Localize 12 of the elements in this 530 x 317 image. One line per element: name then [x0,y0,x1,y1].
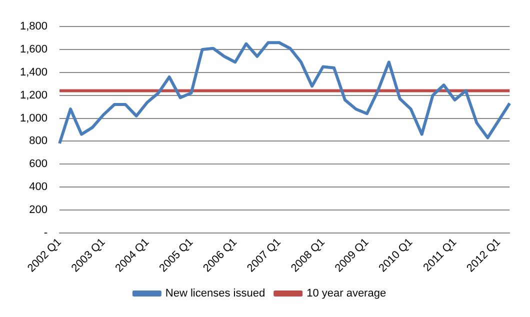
y-tick-label: 1,400 [20,66,48,78]
y-tick-label: 200 [29,204,48,216]
y-tick-label: 1,800 [20,20,48,33]
y-tick-label: 1,000 [20,112,48,124]
y-tick-label: 800 [29,135,48,148]
y-tick-label: - [44,226,48,239]
legend-label: New licenses issued [165,288,266,300]
y-tick-label: 600 [29,158,48,170]
y-tick-label: 1,200 [20,89,48,102]
y-tick-label: 400 [29,181,48,194]
legend-label: 10 year average [306,288,386,300]
y-tick-label: 1,600 [20,44,48,56]
